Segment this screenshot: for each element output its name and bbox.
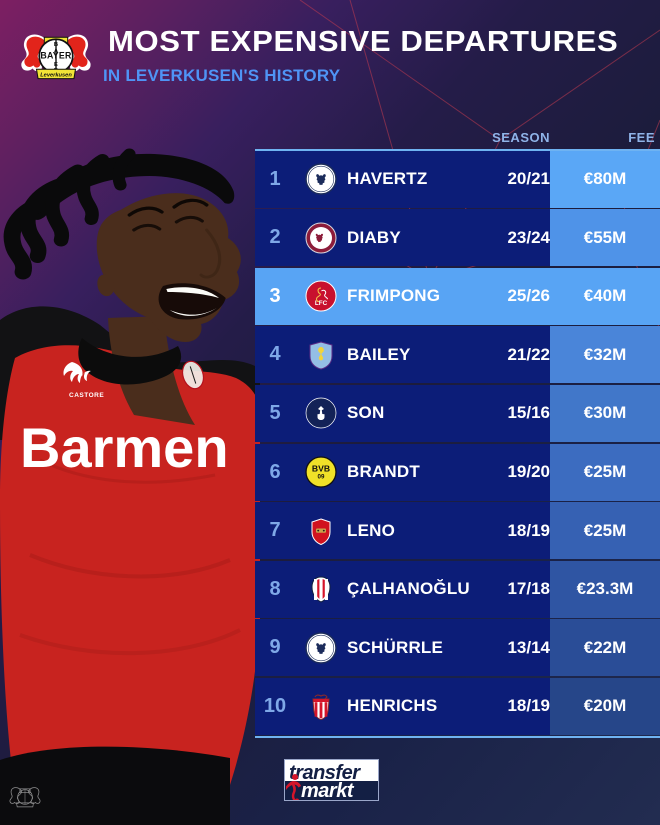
svg-text:CASTORE: CASTORE (69, 392, 104, 399)
svg-text:09: 09 (318, 474, 325, 481)
svg-text:Barmen: Barmen (20, 416, 229, 479)
svg-text:BVB: BVB (312, 464, 330, 474)
svg-text:LFC: LFC (315, 300, 328, 307)
